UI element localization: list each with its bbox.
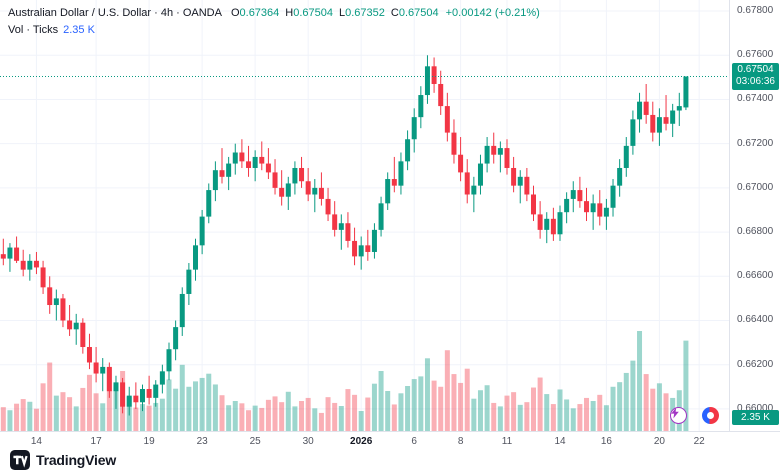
time-tick-label: 17 [90, 436, 102, 447]
bar-countdown: 03:06:36 [736, 76, 775, 88]
time-tick-label: 22 [693, 436, 705, 447]
time-tick-label: 16 [600, 436, 612, 447]
price-tick-label: 0.66600 [737, 270, 774, 282]
price-change: +0.00142 (+0.21%) [445, 7, 540, 19]
close-value: 0.67504 [398, 7, 439, 19]
price-tick-label: 0.66200 [737, 358, 774, 370]
symbol-title[interactable]: Australian Dollar / U.S. Dollar · 4h · O… [8, 7, 222, 19]
high-value: 0.67504 [293, 7, 333, 19]
low-label: L [339, 7, 346, 19]
legend: Australian Dollar / U.S. Dollar · 4h · O… [8, 5, 540, 39]
volume-value-badge: 2.35 K [732, 410, 779, 425]
time-tick-label: 2026 [350, 436, 373, 447]
brand-name: TradingView [36, 451, 117, 468]
close-label: C [390, 7, 399, 19]
price-tick-label: 0.66000 [737, 402, 774, 414]
footer: TradingView [10, 449, 116, 470]
candles-layer [0, 55, 689, 416]
price-tick-label: 0.67000 [737, 181, 774, 193]
open-value: 0.67364 [239, 7, 280, 19]
chart-canvas [0, 0, 729, 431]
price-tick-label: 0.67400 [737, 93, 774, 105]
price-tick-label: 0.67800 [737, 5, 774, 17]
legend-symbol-row: Australian Dollar / U.S. Dollar · 4h · O… [8, 5, 540, 22]
volume-study-label[interactable]: Vol · Ticks [8, 24, 59, 36]
price-tick-label: 0.67200 [737, 137, 774, 149]
time-tick-label: 23 [196, 436, 208, 447]
exchange-logo-icon[interactable] [702, 407, 719, 424]
time-tick-label: 30 [302, 436, 314, 447]
time-tick-label: 19 [143, 436, 155, 447]
open-label: O [230, 7, 240, 19]
time-axis[interactable]: 14 17 19 23 25 30 2026 6 8 11 14 16 20 22 [0, 431, 780, 451]
tradingview-logo[interactable]: TradingView [10, 449, 117, 470]
price-axis[interactable]: 0.67504 03:06:36 2.35 K 0.67800 0.67600 0.… [729, 0, 780, 431]
price-tick-label: 0.66800 [737, 226, 774, 238]
current-price-badge: 0.67504 03:06:36 [732, 63, 779, 91]
price-tick-label: 0.67600 [737, 49, 774, 61]
time-tick-label: 14 [30, 436, 42, 447]
chart-plot-area[interactable]: Australian Dollar / U.S. Dollar · 4h · O… [0, 0, 729, 431]
volume-layer [0, 331, 689, 431]
tradingview-logo-mark [10, 449, 30, 470]
legend-volume-row: Vol · Ticks 2.35 K [8, 22, 540, 39]
time-tick-label: 25 [249, 436, 261, 447]
lightning-icon[interactable] [670, 407, 687, 424]
time-tick-label: 11 [501, 436, 513, 447]
price-tick-label: 0.66400 [737, 314, 774, 326]
time-tick-label: 6 [411, 436, 417, 447]
current-price-value: 0.67504 [737, 64, 774, 76]
plot-status-icons [670, 407, 719, 424]
time-tick-label: 20 [653, 436, 665, 447]
low-value: 0.67352 [345, 7, 385, 19]
time-tick-label: 8 [457, 436, 464, 447]
volume-current-value: 2.35 K [63, 24, 95, 36]
time-tick-label: 14 [554, 436, 566, 447]
high-label: H [285, 7, 294, 19]
